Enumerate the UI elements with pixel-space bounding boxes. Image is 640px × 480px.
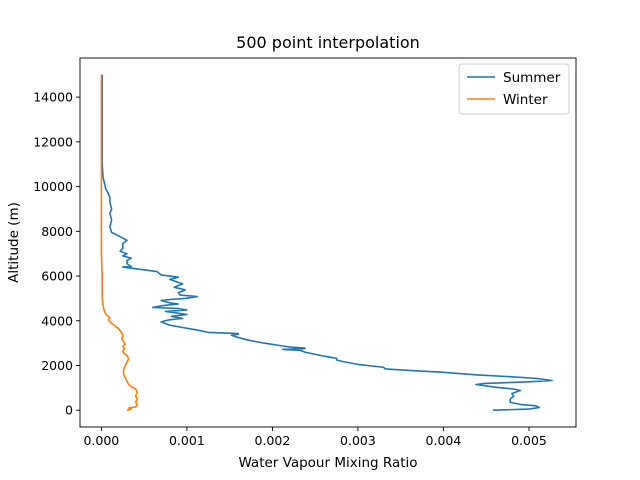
y-tick-label: 10000: [33, 179, 73, 194]
chart-title: 500 point interpolation: [236, 33, 420, 52]
x-axis-label: Water Vapour Mixing Ratio: [238, 455, 417, 471]
legend-label-winter: Winter: [503, 92, 548, 108]
x-axis-ticks: 0.000 0.001 0.002 0.003 0.004 0.005: [83, 427, 547, 448]
series-line-summer: [101, 74, 553, 411]
x-tick-label: 0.003: [340, 433, 376, 448]
series-line-winter: [100, 74, 139, 411]
axes-frame: [79, 57, 577, 428]
y-axis-ticks: 0 2000 4000 6000 8000 10000 12000 14000: [33, 90, 80, 418]
legend: Summer Winter: [458, 63, 570, 115]
y-tick-label: 12000: [33, 134, 73, 149]
legend-label-summer: Summer: [503, 70, 561, 86]
y-tick-label: 8000: [41, 224, 73, 239]
y-tick-label: 2000: [41, 358, 73, 373]
x-tick-label: 0.004: [426, 433, 462, 448]
x-tick-label: 0.002: [255, 433, 291, 448]
plot-lines: [100, 74, 553, 411]
y-tick-label: 4000: [41, 313, 73, 328]
x-tick-label: 0.001: [169, 433, 205, 448]
y-tick-label: 14000: [33, 90, 73, 105]
y-axis-label: Altitude (m): [6, 202, 22, 283]
x-tick-label: 0.000: [83, 433, 119, 448]
y-tick-label: 6000: [41, 269, 73, 284]
x-tick-label: 0.005: [511, 433, 547, 448]
y-tick-label: 0: [65, 403, 73, 418]
